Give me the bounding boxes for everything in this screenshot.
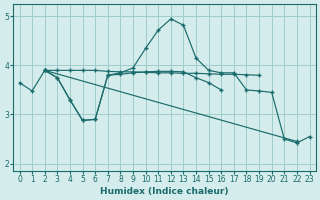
X-axis label: Humidex (Indice chaleur): Humidex (Indice chaleur) [100, 187, 229, 196]
